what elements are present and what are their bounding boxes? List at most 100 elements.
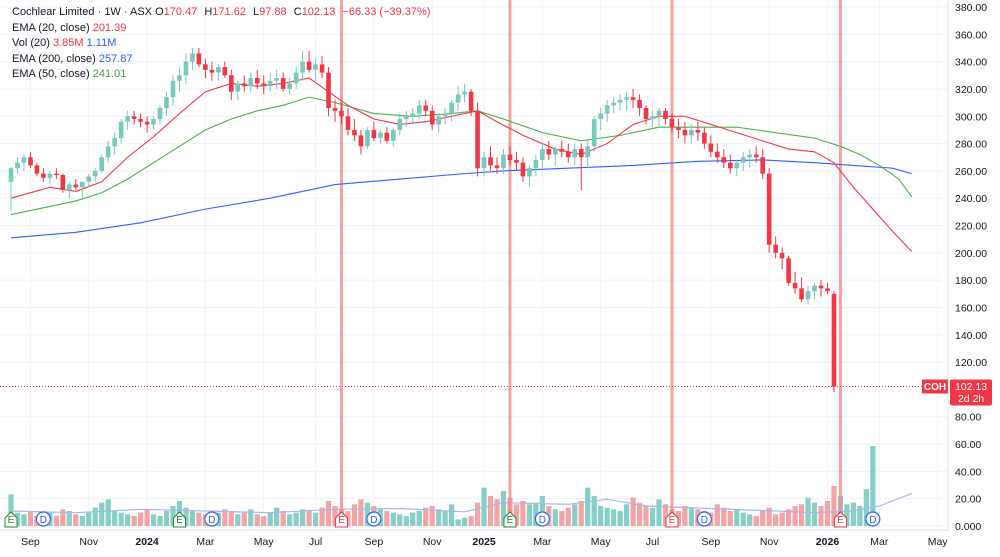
candle-body [792, 282, 798, 289]
volume-bar [611, 509, 617, 526]
dividend-marker[interactable] [204, 511, 220, 527]
y-tick-label: 180.00 [955, 275, 987, 287]
legend-ema200-row[interactable]: EMA (200, close) 257.87 [12, 52, 430, 68]
candle-body [702, 132, 707, 144]
candle-body [157, 108, 163, 119]
volume-bar [844, 504, 850, 526]
earnings-marker[interactable] [4, 511, 18, 528]
volume-value: 3.85M [52, 37, 84, 50]
candle-body [488, 157, 493, 166]
candle-body [345, 116, 351, 130]
price-axis[interactable] [948, 0, 1000, 552]
candle-body [429, 110, 435, 125]
event-marker-label: E [8, 515, 15, 526]
volume-bar [760, 511, 766, 526]
candle-body [708, 143, 714, 152]
dividend-marker[interactable] [366, 511, 382, 527]
candle-body [481, 157, 487, 169]
x-tick-label: Nov [760, 536, 779, 548]
x-tick-label: Nov [423, 536, 442, 548]
candle-body [144, 121, 150, 125]
candle-body [60, 174, 66, 191]
volume-bar [604, 507, 610, 526]
legend-ema50-row[interactable]: EMA (50, close) 241.01 [12, 67, 430, 83]
volume-bar [779, 512, 785, 526]
candle-body [598, 113, 603, 119]
candle-body [831, 293, 837, 387]
volume-bar [721, 507, 727, 526]
price-tag-value: 102.13 [955, 381, 987, 393]
candle-body [41, 173, 46, 178]
price-tag[interactable] [950, 379, 992, 406]
candle-body [591, 118, 597, 147]
volume-bar [248, 509, 254, 526]
volume-bar [351, 504, 358, 526]
candle-body [54, 173, 59, 175]
x-tick-label: Jul [646, 536, 659, 548]
candle-body [540, 149, 545, 160]
dividend-marker[interactable] [534, 511, 550, 527]
ema200-value: 257.87 [98, 52, 133, 65]
volume-bar [274, 507, 280, 526]
candle-body [34, 165, 40, 174]
volume-bar [565, 507, 571, 526]
earnings-line [670, 0, 674, 526]
volume-bar [539, 496, 545, 526]
volume-bar [241, 512, 247, 526]
candle-body [397, 118, 403, 130]
candle-body [643, 108, 649, 119]
volume-bar [429, 506, 435, 526]
candle-body [501, 154, 506, 169]
ema20-label: EMA (20, close) [12, 21, 90, 34]
volume-bar [235, 514, 241, 526]
volume-bar [112, 511, 118, 526]
candle-body [365, 129, 370, 147]
volume-bar [170, 506, 176, 526]
candle-body [760, 157, 765, 174]
candle-body [293, 72, 299, 84]
symbol-tag[interactable] [922, 379, 948, 394]
y-tick-label: 380.00 [955, 2, 987, 14]
candle-body [559, 149, 565, 152]
volume-bar [740, 512, 746, 526]
ema20-value: 201.39 [92, 21, 127, 34]
volume-bar [150, 514, 157, 526]
dividend-marker[interactable] [35, 511, 52, 527]
candle-body [196, 53, 202, 65]
volume-bar [332, 506, 338, 526]
dividend-marker[interactable] [865, 511, 881, 527]
low-value: 97.88 [259, 6, 287, 18]
earnings-marker[interactable] [503, 511, 517, 528]
candle-body [216, 67, 221, 73]
candle-body [442, 113, 448, 117]
open-value: 170.47 [163, 6, 198, 18]
earnings-marker[interactable] [172, 511, 186, 528]
legend-ema20-row[interactable]: EMA (20, close) 201.39 [12, 21, 430, 37]
candle-body [449, 102, 454, 114]
earnings-marker-negative[interactable] [665, 511, 679, 528]
volume-bar [513, 504, 520, 526]
candle-body [15, 162, 20, 169]
event-marker-label: D [208, 515, 215, 526]
earnings-marker-negative[interactable] [833, 511, 847, 528]
candle-body [812, 285, 817, 292]
volume-bar [792, 506, 798, 526]
x-tick-label: Sep [701, 536, 720, 548]
symbol-title[interactable]: Cochlear Limited · 1W · ASX [12, 6, 152, 18]
earnings-marker-negative[interactable] [334, 511, 348, 528]
volume-bar [228, 511, 234, 526]
volume-bar [105, 499, 111, 526]
candle-body [637, 99, 642, 109]
candle-body [8, 168, 14, 182]
candle-body [436, 116, 441, 125]
candle-body [721, 157, 727, 163]
legend-volume-row[interactable]: Vol (20) 3.85M 1.11M [12, 36, 430, 52]
volume-bar [66, 511, 72, 526]
candle-body [604, 105, 610, 114]
dividend-marker[interactable] [696, 511, 712, 527]
volume-bar [423, 507, 429, 526]
volume-bar [636, 502, 643, 526]
x-tick-label: Mar [870, 536, 889, 548]
